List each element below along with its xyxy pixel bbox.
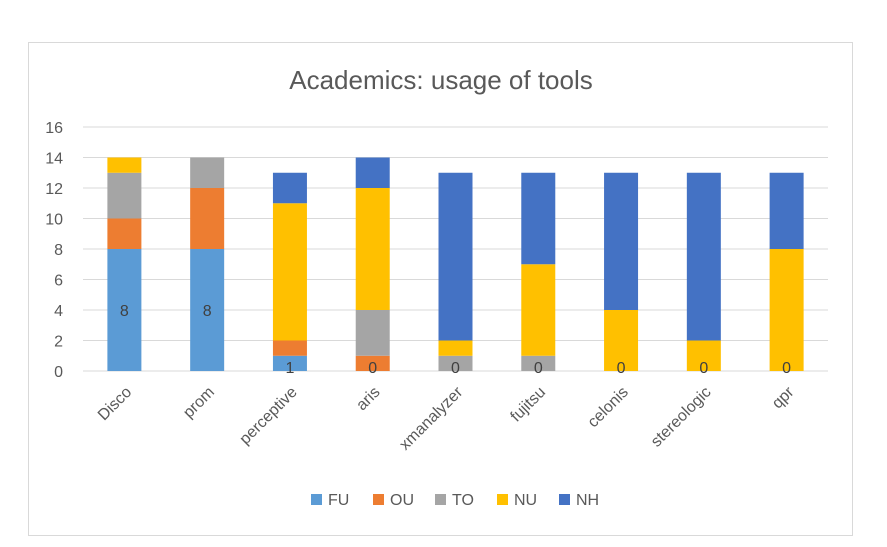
y-tick-label: 14 <box>45 151 63 168</box>
legend-label-ou: OU <box>390 492 414 509</box>
legend-swatch-nh <box>559 494 570 505</box>
x-tick-label: xmanalyzer <box>396 383 466 453</box>
x-tick-label: prom <box>180 384 218 422</box>
bar-segment-fu <box>107 249 142 371</box>
y-tick-label: 4 <box>54 303 63 320</box>
data-label: 0 <box>782 360 791 377</box>
data-label: 8 <box>120 303 129 320</box>
y-axis-ticks: 0 2 4 6 8 10 12 14 16 <box>45 120 63 381</box>
y-tick-label: 0 <box>54 364 63 381</box>
legend-swatch-nu <box>497 494 508 505</box>
bar-segment-ou <box>272 340 307 356</box>
bar-segment-nh <box>521 172 556 265</box>
legend-swatch-ou <box>373 494 384 505</box>
bar-segment-to <box>190 157 225 188</box>
bar-segment-nu <box>521 264 556 356</box>
bar-segment-nu <box>107 157 142 173</box>
legend-label-nh: NH <box>576 492 599 509</box>
x-tick-label: perceptive <box>237 384 301 448</box>
x-axis-ticks: Disco prom perceptive aris xmanalyzer fujitsu… <box>95 383 798 453</box>
bar-segment-ou <box>107 218 142 249</box>
data-label: 8 <box>203 303 212 320</box>
bar-segment-nh <box>272 172 307 204</box>
legend-label-to: TO <box>452 492 474 509</box>
stacked-bar-chart: Academics: usage of tools 0246810121416 … <box>45 65 828 509</box>
bar-segment-nu <box>604 310 639 371</box>
bar-segment-nu <box>272 203 307 341</box>
x-tick-label: aris <box>353 384 383 414</box>
bar-segment-nh <box>604 172 639 310</box>
bar-segment-to <box>438 355 473 371</box>
bar-segment-nu <box>438 340 473 356</box>
data-label: 0 <box>451 360 460 377</box>
legend-swatch-fu <box>311 494 322 505</box>
legend-label-nu: NU <box>514 492 537 509</box>
legend-swatch-to <box>435 494 446 505</box>
bar-segment-ou <box>355 355 390 371</box>
legend-label-fu: FU <box>328 492 349 509</box>
bar-segment-to <box>355 310 390 356</box>
chart-frame: Academics: usage of tools 0 2 4 6 8 10 12 14 16 … <box>28 42 853 536</box>
data-label: 0 <box>534 360 543 377</box>
x-tick-label: fujitsu <box>508 384 550 426</box>
bar-segment-ou <box>190 188 225 249</box>
data-label: 1 <box>285 360 294 377</box>
y-tick-label: 16 <box>45 120 63 137</box>
bar-segment-nh <box>686 172 721 341</box>
x-tick-label: Disco <box>95 384 135 424</box>
bar-segment-nh <box>438 172 473 341</box>
bar-segment-nu <box>686 340 721 371</box>
legend: FU OU TO NU NH <box>311 492 599 509</box>
data-label: 0 <box>699 360 708 377</box>
y-tick-label: 2 <box>54 334 63 351</box>
bar-segment-fu <box>190 249 225 371</box>
data-labels: 8 8 1 0 0 0 0 0 0 <box>120 303 791 377</box>
y-tick-label: 12 <box>45 181 63 198</box>
x-tick-label: celonis <box>585 384 632 431</box>
x-tick-label: qpr <box>769 383 798 412</box>
bar-segment-nh <box>769 172 804 249</box>
bar-segment-nu <box>769 249 804 371</box>
y-tick-label: 8 <box>54 242 63 259</box>
y-tick-label: 10 <box>45 212 63 229</box>
bar-segment-fu <box>272 355 307 371</box>
bar-segment-nh <box>355 157 390 188</box>
y-tick-label: 6 <box>54 273 63 290</box>
data-label: 0 <box>368 360 377 377</box>
bar-segment-to <box>521 355 556 371</box>
chart-title: Academics: usage of tools <box>289 65 593 95</box>
bar-segment-nu <box>355 188 390 310</box>
bar-segment-to <box>107 172 142 219</box>
data-label: 0 <box>617 360 626 377</box>
x-tick-label: stereologic <box>648 384 715 451</box>
bars <box>107 157 804 371</box>
